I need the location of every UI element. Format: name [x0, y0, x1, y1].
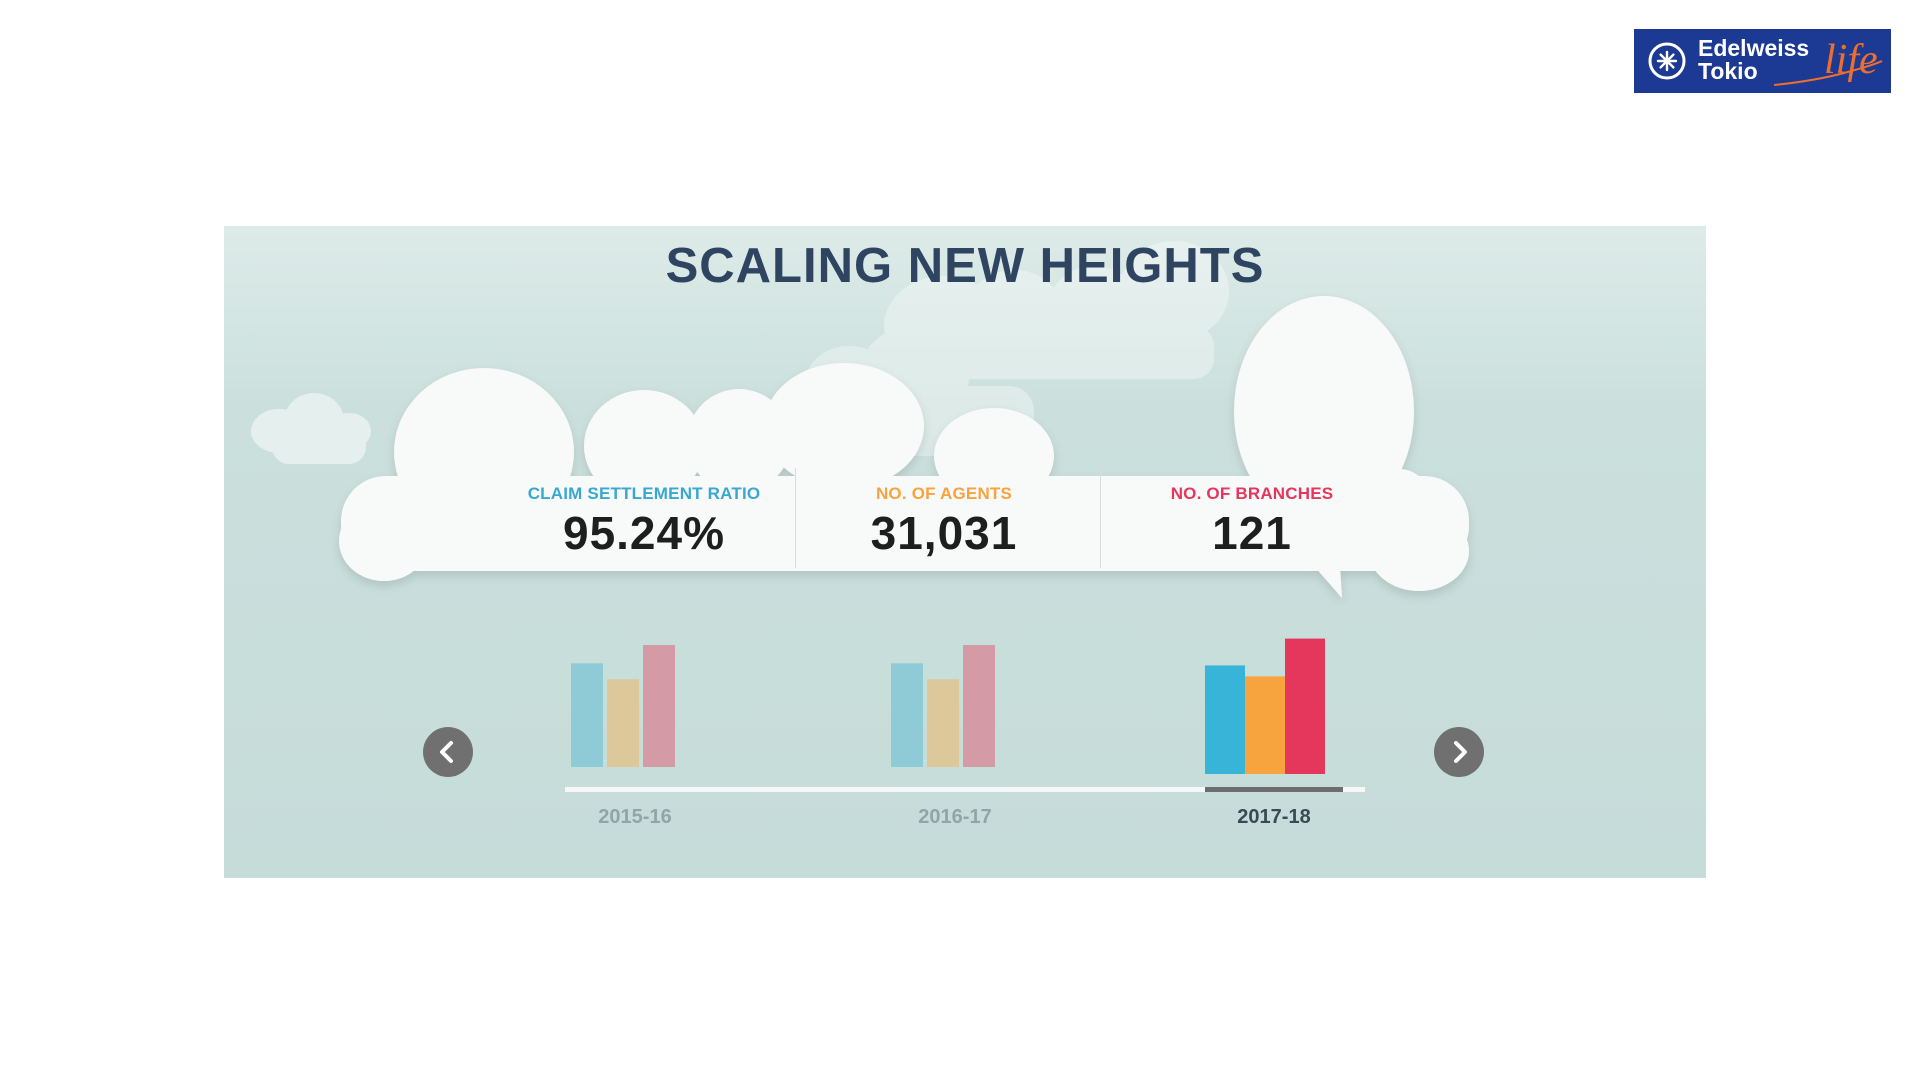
logo-swoosh [1774, 60, 1883, 86]
chevron-left-icon [440, 741, 453, 763]
bar-2016-17-2 [963, 645, 995, 767]
stat-value: 95.24% [562, 507, 725, 559]
year-label-2015-16[interactable]: 2015-16 [598, 806, 672, 828]
main-cloud [339, 296, 1469, 598]
year-label-2016-17[interactable]: 2016-17 [918, 806, 992, 828]
stat-number-of-branches: NO. OF BRANCHES 121 [1107, 484, 1397, 560]
timeline-track [565, 787, 1365, 792]
timeline-active-marker [1205, 787, 1343, 792]
flower-icon [1648, 42, 1686, 80]
logo-text-tokio: Tokio [1698, 58, 1758, 84]
chevron-right-icon [1454, 741, 1467, 763]
banner-graphics [251, 241, 1469, 792]
bar-2015-16-1 [607, 679, 639, 767]
logo-text-edelweiss: Edelweiss [1698, 35, 1810, 61]
infographic-banner: SCALING NEW HEIGHTS CLAIM SETTLEMENT RAT… [224, 226, 1706, 878]
stat-label: NO. OF BRANCHES [1170, 484, 1334, 503]
banner-title: SCALING NEW HEIGHTS [665, 239, 1265, 293]
bar-2015-16-0 [571, 663, 603, 767]
bar-2016-17-1 [927, 679, 959, 767]
stat-label: CLAIM SETTLEMENT RATIO [527, 484, 761, 503]
stat-divider [1100, 468, 1101, 568]
bar-chart [571, 638, 1325, 774]
bar-2015-16-2 [643, 645, 675, 767]
small-cloud-left [251, 393, 371, 464]
bar-2017-18-2 [1285, 638, 1325, 774]
stat-claim-settlement-ratio: CLAIM SETTLEMENT RATIO 95.24% [499, 484, 789, 560]
edelweiss-tokio-logo: Edelweiss Tokio life [1634, 29, 1891, 93]
stat-label: NO. OF AGENTS [875, 484, 1013, 503]
previous-button[interactable] [423, 727, 473, 777]
stat-value: 31,031 [870, 507, 1018, 559]
stat-divider [795, 468, 796, 568]
stat-number-of-agents: NO. OF AGENTS 31,031 [799, 484, 1089, 560]
bar-2017-18-1 [1245, 676, 1285, 774]
bar-2017-18-0 [1205, 665, 1245, 774]
logo-text-life: life [1824, 37, 1878, 83]
year-label-2017-18[interactable]: 2017-18 [1237, 806, 1311, 828]
next-button[interactable] [1434, 727, 1484, 777]
stat-value: 121 [1212, 507, 1292, 559]
bar-2016-17-0 [891, 663, 923, 767]
